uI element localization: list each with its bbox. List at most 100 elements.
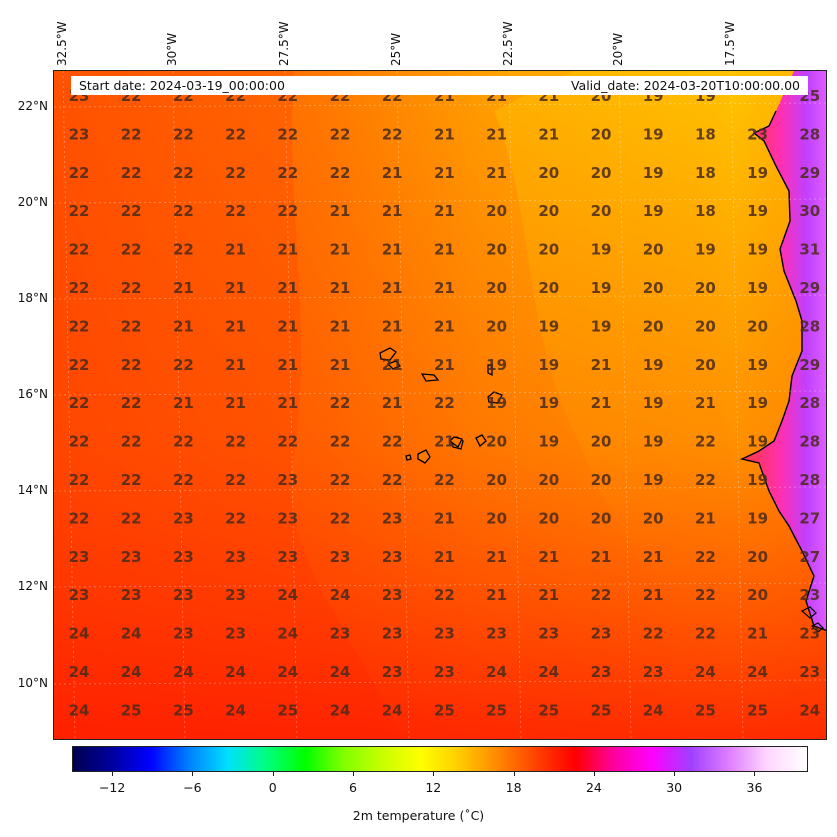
temperature-value: 23	[225, 548, 246, 566]
temperature-value: 20	[486, 433, 507, 451]
temperature-value: 28	[799, 394, 820, 412]
temperature-value: 23	[277, 548, 298, 566]
temperature-value: 23	[486, 625, 507, 643]
latitude-label: 16°N	[17, 387, 48, 401]
temperature-value: 20	[538, 509, 559, 527]
longitude-label: 30°W	[165, 32, 179, 66]
temperature-value: 20	[538, 202, 559, 220]
temperature-value: 21	[643, 586, 664, 604]
temperature-value: 20	[591, 125, 612, 143]
temperature-value: 22	[277, 433, 298, 451]
temperature-value: 21	[434, 317, 455, 335]
temperature-value: 22	[225, 509, 246, 527]
temperature-value: 22	[69, 356, 90, 374]
temperature-value: 23	[382, 663, 403, 681]
temperature-value: 25	[747, 701, 768, 719]
longitude-label: 25°W	[389, 32, 403, 66]
temperature-value: 20	[486, 279, 507, 297]
colorbar-tick	[674, 772, 676, 776]
temperature-value: 20	[486, 202, 507, 220]
temperature-value: 23	[277, 471, 298, 489]
temperature-value: 20	[591, 509, 612, 527]
temperature-value: 20	[695, 356, 716, 374]
temperature-value: 21	[330, 356, 351, 374]
latitude-label: 10°N	[17, 676, 48, 690]
latitude-label: 20°N	[17, 195, 48, 209]
temperature-value: 22	[69, 471, 90, 489]
colorbar-tick	[272, 772, 274, 776]
temperature-value: 25	[434, 701, 455, 719]
temperature-value: 20	[643, 509, 664, 527]
temperature-value: 23	[643, 663, 664, 681]
temperature-value: 19	[747, 433, 768, 451]
temperature-value: 22	[69, 394, 90, 412]
temperature-value: 22	[173, 356, 194, 374]
temperature-value: 22	[121, 279, 142, 297]
longitude-label: 27.5°W	[277, 21, 291, 66]
temperature-value: 21	[434, 509, 455, 527]
temperature-value: 21	[330, 202, 351, 220]
temperature-value: 21	[382, 241, 403, 259]
temperature-value: 19	[538, 356, 559, 374]
temperature-value: 22	[173, 471, 194, 489]
temperature-value: 22	[173, 164, 194, 182]
temperature-value: 25	[121, 701, 142, 719]
temperature-value: 21	[225, 394, 246, 412]
temperature-value: 22	[121, 125, 142, 143]
colorbar-tick-label: 24	[585, 780, 602, 795]
temperature-value: 21	[330, 317, 351, 335]
temperature-value: 23	[69, 125, 90, 143]
temperature-value: 24	[121, 663, 142, 681]
temperature-value: 20	[591, 471, 612, 489]
temperature-value: 21	[434, 433, 455, 451]
temperature-value: 20	[538, 164, 559, 182]
temperature-value: 21	[434, 164, 455, 182]
temperature-value: 24	[747, 663, 768, 681]
colorbar-tick	[112, 772, 114, 776]
africa-land	[742, 71, 826, 631]
temperature-value: 22	[591, 586, 612, 604]
temperature-value: 24	[330, 586, 351, 604]
temperature-value: 24	[382, 701, 403, 719]
temperature-value: 20	[643, 279, 664, 297]
temperature-value: 19	[643, 356, 664, 374]
colorbar-tick	[353, 772, 355, 776]
colorbar-tick-label: 30	[666, 780, 683, 795]
start-date-label: Start date: 2024-03-19_00:00:00	[79, 78, 285, 93]
temperature-value: 22	[330, 164, 351, 182]
valid-date-label: Valid_date: 2024-03-20T10:00:00.00	[570, 78, 800, 93]
temperature-value: 29	[799, 164, 820, 182]
temperature-value: 20	[538, 471, 559, 489]
colorbar-tick-label: −6	[183, 780, 202, 795]
temperature-value: 21	[382, 394, 403, 412]
colorbar-tick-label: 18	[505, 780, 522, 795]
temperature-value: 22	[434, 586, 455, 604]
temperature-value: 25	[695, 701, 716, 719]
temperature-value: 20	[538, 279, 559, 297]
temperature-value: 20	[695, 317, 716, 335]
temperature-value: 25	[538, 701, 559, 719]
temperature-value: 23	[173, 509, 194, 527]
colorbar-tick	[593, 772, 595, 776]
temperature-value: 21	[538, 586, 559, 604]
temperature-values: 23 22 22 22 22 22 22 21 21 21 20 19 19 25 23 22 22 22 22 22…	[69, 87, 821, 719]
temperature-value: 19	[747, 356, 768, 374]
temperature-value: 19	[538, 433, 559, 451]
latitude-label: 22°N	[17, 99, 48, 113]
temperature-value: 22	[173, 241, 194, 259]
temperature-value: 19	[747, 202, 768, 220]
temperature-value: 24	[173, 663, 194, 681]
temperature-value: 21	[225, 317, 246, 335]
temperature-value: 24	[330, 701, 351, 719]
temperature-value: 21	[434, 241, 455, 259]
colorbar	[72, 746, 808, 772]
colorbar-tick-label: 12	[425, 780, 442, 795]
temperature-value: 23	[434, 625, 455, 643]
temperature-value: 22	[121, 164, 142, 182]
temperature-value: 25	[591, 701, 612, 719]
temperature-value: 23	[799, 663, 820, 681]
temperature-value: 20	[643, 241, 664, 259]
temperature-value: 22	[121, 433, 142, 451]
colorbar-tick-label: 0	[268, 780, 277, 795]
temperature-value: 20	[591, 202, 612, 220]
